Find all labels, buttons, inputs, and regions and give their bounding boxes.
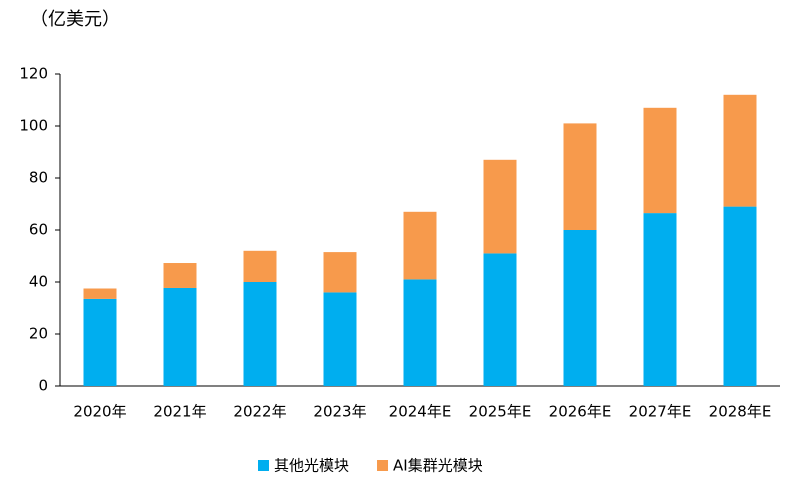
bar-segment	[83, 288, 117, 299]
bar-segment	[643, 107, 677, 214]
bar-segment	[163, 263, 197, 288]
bar-segment	[403, 211, 437, 280]
y-tick-label: 40	[29, 273, 48, 291]
bar-segment	[243, 250, 277, 282]
legend-swatch	[258, 460, 269, 471]
bar-segment	[323, 252, 357, 293]
unit-label: （亿美元）	[30, 9, 120, 30]
bar-segment	[83, 298, 117, 386]
legend-swatch	[377, 460, 389, 471]
legend-label: 其他光模块	[274, 457, 349, 475]
x-tick-label: 2024年E	[389, 403, 452, 421]
bar-segment	[163, 287, 197, 386]
y-tick-label: 80	[29, 169, 48, 187]
x-tick-label: 2028年E	[709, 403, 772, 421]
bar-segment	[563, 123, 597, 230]
bar-segment	[403, 279, 437, 386]
bar-segment	[323, 292, 357, 386]
x-tick-label: 2020年	[73, 403, 126, 421]
legend-label: AI集群光模块	[393, 457, 483, 475]
bar-segment	[723, 206, 757, 386]
y-tick-label: 60	[29, 221, 48, 239]
bar-segment	[723, 94, 757, 207]
y-tick-label: 20	[29, 325, 48, 343]
bar-segment	[483, 159, 517, 254]
bar-segment	[483, 253, 517, 386]
x-tick-label: 2027年E	[629, 403, 692, 421]
y-tick-label: 120	[19, 65, 48, 83]
x-tick-label: 2023年	[313, 403, 366, 421]
x-tick-label: 2022年	[233, 403, 286, 421]
bar-segment	[643, 213, 677, 386]
x-tick-label: 2026年E	[549, 403, 612, 421]
x-tick-label: 2021年	[153, 403, 206, 421]
y-tick-label: 0	[38, 377, 48, 395]
x-tick-label: 2025年E	[469, 403, 532, 421]
bar-segment	[563, 230, 597, 386]
bar-segment	[243, 282, 277, 386]
y-tick-label: 100	[19, 117, 48, 135]
